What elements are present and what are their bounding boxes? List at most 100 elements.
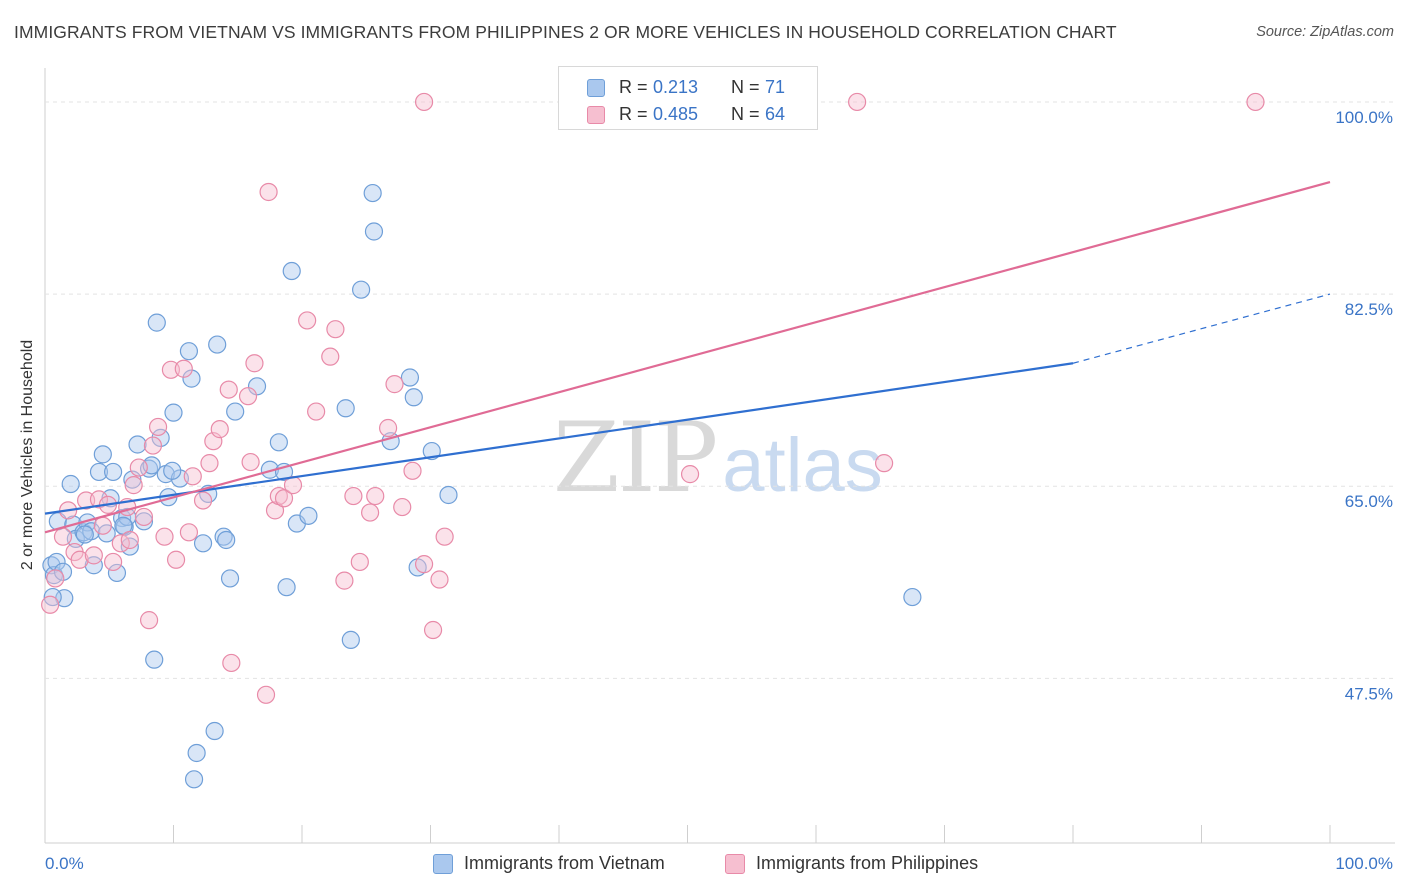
vietnam-point [226,402,245,421]
y-tick-label: 65.0% [1345,492,1393,511]
x-tick-label: 100.0% [1335,854,1393,873]
chart-title: IMMIGRANTS FROM VIETNAM VS IMMIGRANTS FR… [14,22,1117,42]
legend-swatch-philippines [725,854,745,874]
philippines-point [179,523,199,542]
vietnam-point [187,743,206,763]
philippines-point [350,552,369,572]
vietnam-point [220,569,240,588]
philippines-point [46,569,65,588]
philippines-point [174,359,193,378]
philippines-point [70,550,89,569]
philippines-point [321,347,340,366]
vietnam-point [341,630,360,649]
philippines-point [134,507,154,527]
vietnam-point [363,183,382,203]
philippines-point [680,465,700,484]
x-tick-label: 0.0% [45,854,84,873]
philippines-point [385,375,404,394]
philippines-point [414,92,434,112]
philippines-point [210,420,229,439]
philippines-point [361,503,380,522]
source-label: Source: ZipAtlas.com [1256,24,1394,40]
philippines-point [307,402,326,421]
vietnam-point [164,403,183,422]
vietnam-point [336,399,355,418]
vietnam-point [107,563,127,583]
vietnam-point [352,280,371,299]
philippines-point [430,570,449,589]
y-tick-label: 82.5% [1345,300,1393,319]
legend-r-label: R = [619,77,648,97]
vietnam-point [128,435,147,454]
y-tick-label: 47.5% [1345,684,1393,703]
philippines-point [403,461,422,480]
legend-r-label: R = [619,104,648,124]
legend-row-philippines: R = 0.485 N = 64 [559,100,817,128]
vietnam-point [75,525,94,544]
philippines-point [256,685,276,704]
vietnam-point [269,433,288,452]
philippines-point [344,486,363,506]
vietnam-point [104,462,123,482]
vietnam-point [364,222,384,241]
philippines-point [378,418,398,438]
vietnam-point [400,368,420,387]
vietnam-trend-line-extension [1072,293,1331,364]
philippines-point [265,501,285,520]
vietnam-point [151,428,170,447]
vietnam-point [61,474,80,494]
vietnam-point [182,369,201,388]
legend-n-label: N = [731,77,760,97]
vietnam-point [193,534,213,553]
philippines-point [148,417,168,437]
philippines-point [326,320,345,339]
vietnam-point [147,313,166,332]
philippines-point [241,452,260,472]
legend-r-value: 0.485 [653,104,699,124]
philippines-point [53,527,73,546]
philippines-point [129,458,148,477]
philippines-point [41,595,60,614]
philippines-point [414,555,434,574]
vietnam-point [84,556,103,575]
vietnam-point [93,445,112,464]
philippines-point [219,380,238,399]
philippines-point [166,550,186,569]
y-tick-label: 100.0% [1335,108,1393,127]
philippines-point [77,491,96,510]
vietnam-point [163,461,182,480]
philippines-point [393,497,412,517]
philippines-point [435,527,454,546]
legend-row-vietnam: R = 0.213 N = 71 [559,73,817,101]
vietnam-point [179,342,199,361]
series-legend: Immigrants from Vietnam Immigrants from … [0,850,1406,880]
philippines-point [139,611,159,630]
philippines-point [335,571,354,590]
legend-label-vietnam: Immigrants from Vietnam [464,853,665,873]
legend-swatch-vietnam [433,854,453,874]
vietnam-point [903,587,922,607]
philippines-point [259,182,278,202]
philippines-point [274,489,294,508]
vietnam-trend-line [44,362,1074,515]
vietnam-point [134,512,154,531]
legend-r-value: 0.213 [653,77,699,97]
vietnam-point [208,335,227,354]
philippines-point [104,552,123,572]
philippines-point [423,620,443,640]
vietnam-point [422,441,441,461]
legend-swatch-vietnam [587,79,605,97]
vietnam-point [277,578,296,597]
philippines-point [93,516,112,535]
vietnam-point [404,388,423,407]
vietnam-point [247,377,267,396]
vietnam-point [217,530,236,550]
vietnam-point [214,527,233,546]
vietnam-point [145,650,164,669]
philippines-point [245,354,264,373]
correlation-legend: R = 0.213 N = 71 R = 0.485 N = 64 [558,66,818,130]
vietnam-point [205,721,224,741]
vietnam-point [282,261,301,281]
philippines-point [366,486,385,506]
